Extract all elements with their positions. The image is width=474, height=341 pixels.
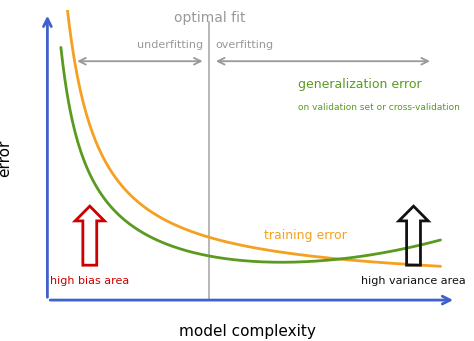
- Text: overfitting: overfitting: [215, 41, 273, 50]
- Text: model complexity: model complexity: [179, 324, 316, 339]
- Text: optimal fit: optimal fit: [173, 11, 245, 25]
- Text: high bias area: high bias area: [50, 276, 129, 286]
- Text: high variance area: high variance area: [361, 276, 466, 286]
- Text: generalization error: generalization error: [298, 78, 421, 91]
- Text: underfitting: underfitting: [137, 41, 203, 50]
- Text: training error: training error: [264, 229, 347, 242]
- Text: error: error: [0, 139, 12, 177]
- Text: on validation set or cross-validation: on validation set or cross-validation: [298, 103, 460, 112]
